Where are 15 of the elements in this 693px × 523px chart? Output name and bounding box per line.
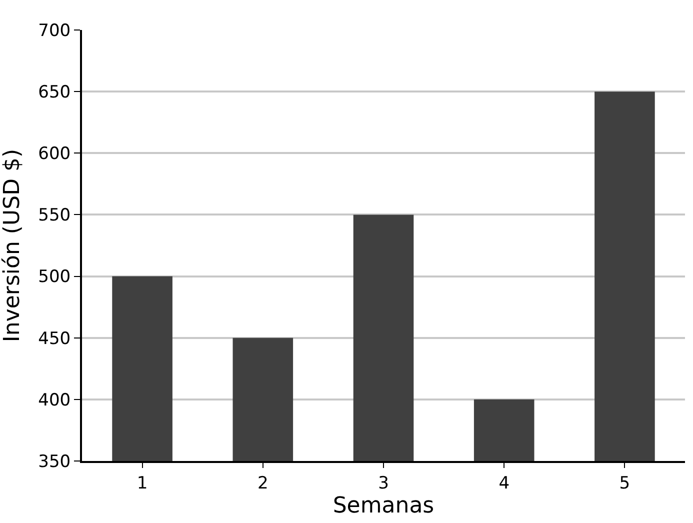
y-tick-label: 700 [38,20,71,41]
y-tick-label: 650 [38,82,71,103]
x-tick-label: 5 [619,473,630,494]
y-tick-label: 450 [38,328,71,349]
y-tick-label: 350 [38,452,71,472]
x-tick-label: 2 [257,473,268,494]
x-tick-label: 1 [136,473,148,494]
x-tick-label: 4 [498,473,510,494]
y-tick-label: 500 [38,267,71,288]
x-axis-title: Semanas [332,493,434,518]
y-axis-title: Inversión (USD $) [0,148,25,342]
y-tick-label: 400 [38,390,71,410]
y-tick-label: 600 [38,144,71,164]
x-tick-label: 3 [378,473,389,494]
y-tick-label: 550 [38,206,71,226]
